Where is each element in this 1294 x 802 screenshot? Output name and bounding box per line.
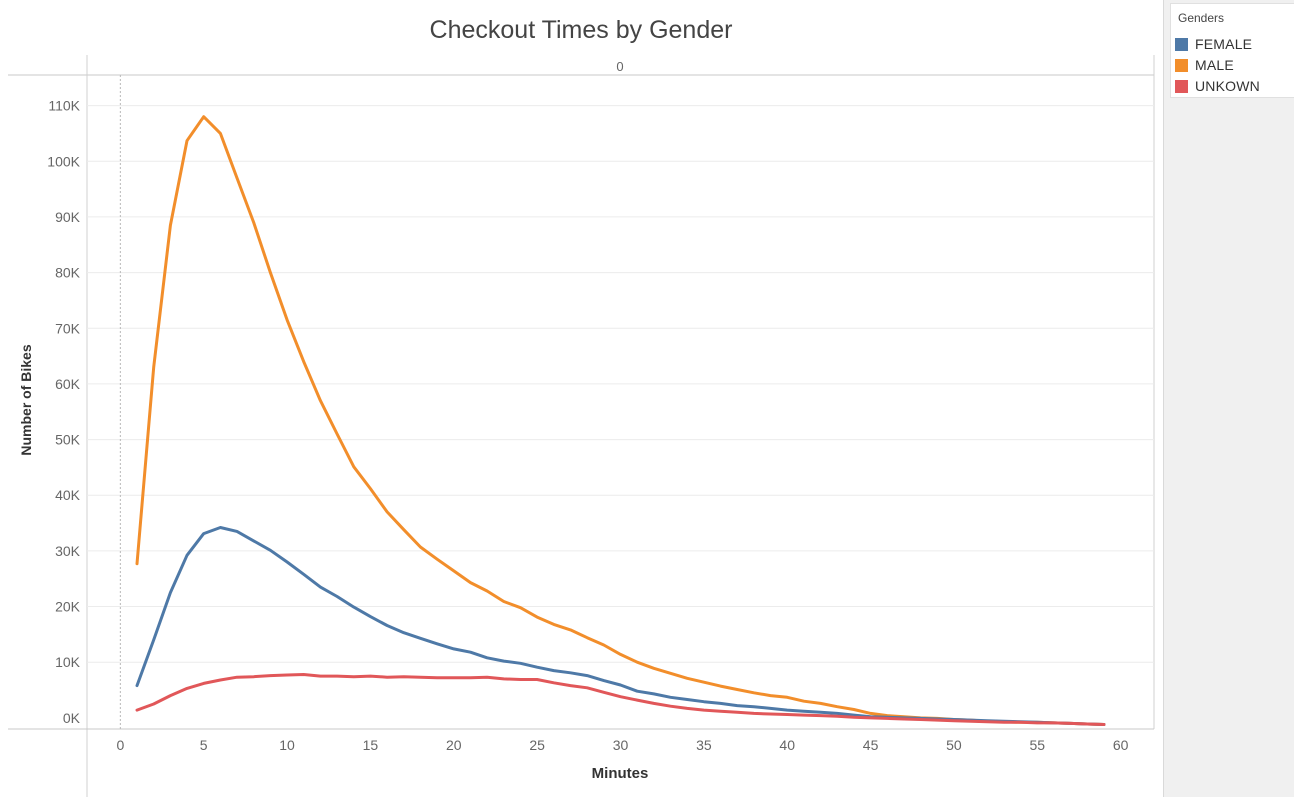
- x-tick-label: 35: [696, 737, 712, 753]
- y-axis-label: Number of Bikes: [18, 344, 34, 455]
- series-lines: [135, 115, 1106, 726]
- y-tick-label: 80K: [55, 265, 81, 281]
- x-axis-label: Minutes: [592, 765, 649, 782]
- y-axis-ticks: 0K 10K 20K 30K 40K 50K 60K 70K 80K 90K 100K 110K: [47, 98, 80, 726]
- legend-pane: Genders FEMALE MALE UNKOWN: [1163, 0, 1294, 797]
- x-tick-label: 40: [779, 737, 795, 753]
- y-tick-label: 30K: [55, 543, 81, 559]
- x-tick-label: 45: [863, 737, 879, 753]
- legend-label-female: FEMALE: [1195, 36, 1253, 52]
- legend-swatch-female: [1175, 37, 1188, 51]
- y-tick-label: 100K: [47, 153, 80, 169]
- y-tick-label: 90K: [55, 209, 81, 225]
- y-tick-label: 20K: [55, 599, 81, 615]
- y-tick-label: 70K: [55, 320, 81, 336]
- legend-item-female[interactable]: FEMALE: [1175, 35, 1252, 53]
- x-tick-label: 30: [613, 737, 629, 753]
- legend-swatch-unkown: [1175, 79, 1188, 93]
- x-tick-label: 60: [1113, 737, 1129, 753]
- y-tick-label: 60K: [55, 376, 81, 392]
- y-tick-label: 10K: [55, 654, 81, 670]
- series-line-male[interactable]: [135, 115, 1106, 726]
- legend: Genders FEMALE MALE UNKOWN: [1170, 3, 1294, 98]
- legend-label-unkown: UNKOWN: [1195, 78, 1260, 94]
- x-tick-label: 20: [446, 737, 462, 753]
- x-tick-label: 10: [279, 737, 295, 753]
- y-tick-label: 50K: [55, 432, 81, 448]
- chart-area: Checkout Times by Gender 0 0K 10K 20K 30K 40…: [8, 16, 1155, 797]
- x-tick-label: 5: [200, 737, 208, 753]
- legend-label-male: MALE: [1195, 57, 1234, 73]
- x-axis-ticks: 0 5 10 15 20 25 30 35 40 45 50 55 60: [116, 737, 1128, 753]
- legend-swatch-male: [1175, 58, 1188, 72]
- x-tick-label: 55: [1030, 737, 1046, 753]
- gridlines: [87, 105, 1154, 663]
- pane-header-label: 0: [616, 59, 623, 74]
- x-tick-label: 50: [946, 737, 962, 753]
- chart-title: Checkout Times by Gender: [430, 16, 733, 44]
- y-tick-label: 0K: [63, 710, 81, 726]
- y-tick-label: 110K: [48, 98, 80, 114]
- line-chart: Checkout Times by Gender 0 0K 10K 20K 30K 40…: [8, 16, 1155, 797]
- legend-item-unkown[interactable]: UNKOWN: [1175, 77, 1260, 95]
- series-line-unkown[interactable]: [135, 673, 1106, 726]
- legend-item-male[interactable]: MALE: [1175, 56, 1234, 74]
- x-tick-label: 25: [529, 737, 545, 753]
- x-tick-label: 0: [116, 737, 124, 753]
- y-tick-label: 40K: [55, 487, 81, 503]
- series-line-female[interactable]: [135, 526, 1106, 726]
- x-tick-label: 15: [363, 737, 379, 753]
- legend-title: Genders: [1178, 11, 1225, 25]
